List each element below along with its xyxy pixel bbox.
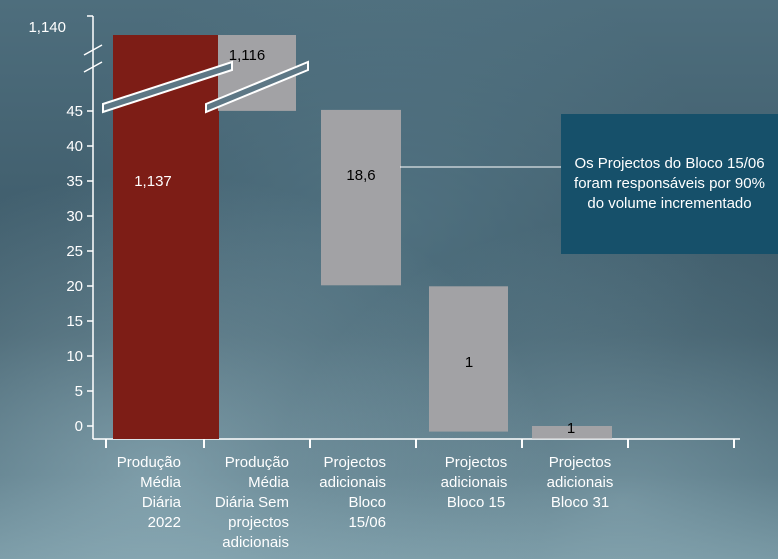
y-break-tick-label: 1,140 bbox=[28, 19, 66, 36]
bar-bloco-15-06 bbox=[321, 109, 401, 286]
category-label: Projectos bbox=[549, 454, 612, 471]
category-label: projectos bbox=[228, 514, 289, 531]
y-tick-label: 15 bbox=[66, 313, 83, 330]
y-tick-label: 5 bbox=[75, 383, 83, 400]
bar-break-band bbox=[102, 60, 233, 114]
category-label: adicionais bbox=[547, 474, 614, 491]
bar-break-band bbox=[205, 60, 309, 114]
category-label: Produção bbox=[117, 454, 181, 471]
category-label: Diária bbox=[142, 494, 182, 511]
y-axis-break-mark bbox=[83, 61, 103, 73]
bar-bloco-15 bbox=[429, 286, 508, 432]
category-label: adicionais bbox=[441, 474, 508, 491]
category-label: Bloco 31 bbox=[551, 494, 609, 511]
category-label: Produção bbox=[225, 454, 289, 471]
y-tick-label: 35 bbox=[66, 173, 83, 190]
bar-value-label: 1 bbox=[567, 420, 575, 437]
y-tick-label: 30 bbox=[66, 208, 83, 225]
category-label: Média bbox=[140, 474, 182, 491]
bar-bloco-31 bbox=[532, 426, 612, 439]
category-label: adicionais bbox=[319, 474, 386, 491]
y-tick-label: 25 bbox=[66, 243, 83, 260]
bar-value-label: 18,6 bbox=[346, 167, 375, 184]
category-label: Projectos bbox=[323, 454, 386, 471]
category-label: Bloco bbox=[348, 494, 386, 511]
y-tick-label: 20 bbox=[66, 278, 83, 295]
category-label: Diária Sem bbox=[215, 494, 289, 511]
y-tick-label: 0 bbox=[75, 418, 83, 435]
category-label: Bloco 15 bbox=[447, 494, 505, 511]
category-label: Projectos bbox=[445, 454, 508, 471]
y-axis-break-mark bbox=[83, 44, 103, 56]
category-label: 15/06 bbox=[348, 514, 386, 531]
category-label: Média bbox=[248, 474, 290, 491]
callout-box: Os Projectos do Bloco 15/06 foram respon… bbox=[561, 114, 778, 254]
category-label: 2022 bbox=[148, 514, 181, 531]
bar-value-label: 1,116 bbox=[229, 47, 265, 64]
y-tick-label: 45 bbox=[66, 103, 83, 120]
y-tick-label: 10 bbox=[66, 348, 83, 365]
y-tick-label: 40 bbox=[66, 138, 83, 155]
bar-value-label: 1 bbox=[465, 354, 473, 371]
category-label: adicionais bbox=[222, 534, 289, 551]
bar-value-label: 1,137 bbox=[134, 173, 172, 190]
callout-text: Os Projectos do Bloco 15/06 foram respon… bbox=[574, 155, 765, 212]
